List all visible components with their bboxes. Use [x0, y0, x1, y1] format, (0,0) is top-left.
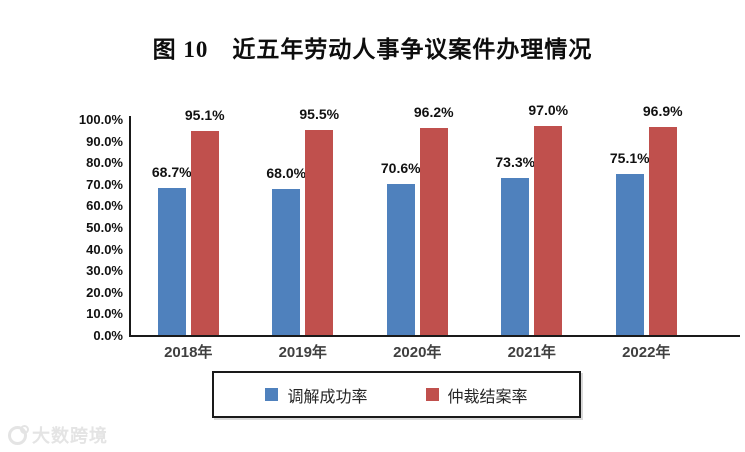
- x-tick-label: 2021年: [507, 344, 556, 361]
- legend-label: 调解成功率: [287, 388, 368, 406]
- bar-调解成功率-2020年: [386, 183, 415, 335]
- bar-仲裁结案率-2020年: [419, 128, 448, 335]
- y-tick-label: 20.0%: [86, 284, 123, 300]
- legend-label: 仲裁结案率: [447, 388, 528, 406]
- legend: 调解成功率 仲裁结案率: [212, 371, 581, 418]
- legend-item-调解成功率: 调解成功率: [265, 383, 368, 407]
- y-tick-label: 30.0%: [86, 263, 123, 279]
- bar-调解成功率-2022年: [615, 173, 644, 335]
- y-tick-label: 0.0%: [93, 328, 123, 343]
- bar-value-label: 96.9%: [642, 102, 683, 119]
- bar-仲裁结案率-2021年: [534, 126, 563, 335]
- watermark: 大数跨境: [8, 422, 108, 448]
- bar-调解成功率-2018年: [157, 187, 186, 335]
- y-axis-line: [129, 116, 131, 337]
- legend-item-仲裁结案率: 仲裁结案率: [425, 383, 528, 407]
- x-tick-label: 2020年: [393, 344, 442, 361]
- bar-调解成功率-2019年: [272, 189, 301, 335]
- x-tick-label: 2022年: [622, 344, 671, 361]
- x-tick-label: 2019年: [278, 344, 327, 361]
- bar-仲裁结案率-2019年: [305, 129, 334, 335]
- y-tick-label: 10.0%: [86, 306, 123, 322]
- legend-swatch-icon: [425, 388, 439, 401]
- y-tick-label: 100.0%: [78, 112, 123, 127]
- y-tick-label: 70.0%: [86, 176, 123, 192]
- y-tick-label: 80.0%: [86, 155, 123, 171]
- x-tick-label: 2018年: [164, 344, 213, 361]
- bar-value-label: 75.1%: [609, 149, 650, 166]
- bar-仲裁结案率-2022年: [648, 126, 677, 335]
- y-tick-label: 40.0%: [86, 241, 123, 257]
- bar-value-label: 95.5%: [299, 105, 340, 122]
- watermark-text: 大数跨境: [32, 426, 108, 446]
- bar-调解成功率-2021年: [501, 177, 530, 335]
- y-tick-label: 50.0%: [86, 220, 123, 235]
- chart-title: 图 10 近五年劳动人事争议案件办理情况: [152, 37, 593, 62]
- bar-value-label: 73.3%: [495, 153, 536, 170]
- bar-value-label: 68.0%: [266, 165, 307, 182]
- bar-value-label: 68.7%: [151, 163, 192, 180]
- y-tick-label: 90.0%: [86, 133, 123, 149]
- bar-value-label: 95.1%: [184, 106, 225, 123]
- y-tick-label: 60.0%: [86, 198, 123, 214]
- watermark-logo-icon: [8, 424, 29, 445]
- legend-swatch-icon: [265, 388, 279, 401]
- x-axis-line: [129, 335, 740, 337]
- bar-仲裁结案率-2018年: [190, 130, 219, 335]
- bar-value-label: 97.0%: [528, 102, 569, 119]
- bar-value-label: 96.2%: [413, 104, 454, 121]
- bar-value-label: 70.6%: [380, 159, 421, 176]
